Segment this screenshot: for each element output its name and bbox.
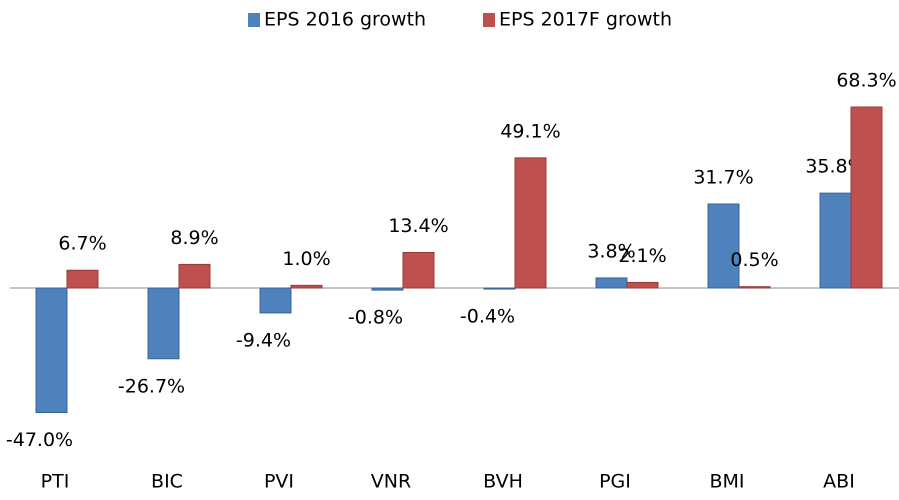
value-label: -26.7% xyxy=(118,375,185,397)
x-tick-label: BMI xyxy=(709,471,744,493)
value-label: -0.8% xyxy=(348,307,403,329)
x-tick-label: VNR xyxy=(371,471,411,493)
legend-label: EPS 2017F growth xyxy=(499,9,672,31)
value-label: 49.1% xyxy=(500,120,560,142)
bar xyxy=(707,203,740,289)
bar xyxy=(483,287,516,290)
x-tick-label: PGI xyxy=(599,471,631,493)
x-tick-label: PVI xyxy=(264,471,294,493)
bar xyxy=(626,281,659,289)
bar xyxy=(178,263,211,289)
x-tick-label: BIC xyxy=(151,471,183,493)
bar xyxy=(402,251,435,289)
value-label: 6.7% xyxy=(58,233,106,255)
bar xyxy=(595,277,628,289)
value-label: 0.5% xyxy=(730,249,778,271)
legend-swatch xyxy=(483,13,495,27)
bar xyxy=(738,286,771,289)
bar xyxy=(819,192,852,289)
bar xyxy=(290,284,323,289)
x-tick-label: ABI xyxy=(823,471,855,493)
bar xyxy=(850,106,883,289)
value-label: 8.9% xyxy=(170,227,218,249)
legend-label: EPS 2016 growth xyxy=(264,9,426,31)
value-label: -47.0% xyxy=(6,429,73,451)
value-label: 31.7% xyxy=(693,166,753,188)
bar xyxy=(35,287,68,414)
value-label: 2.1% xyxy=(618,245,666,267)
x-tick-label: BVH xyxy=(483,471,523,493)
value-label: -0.4% xyxy=(460,306,515,328)
bar xyxy=(514,157,547,289)
bar xyxy=(147,287,180,360)
legend-swatch xyxy=(248,13,260,27)
bar xyxy=(371,287,404,291)
x-tick-label: PTI xyxy=(41,471,70,493)
value-label: 13.4% xyxy=(388,215,448,237)
value-label: -9.4% xyxy=(236,329,291,351)
value-label: 68.3% xyxy=(836,70,896,92)
bar xyxy=(66,269,99,289)
value-label: 3.8% xyxy=(587,240,635,262)
bar xyxy=(259,287,292,314)
value-label: 1.0% xyxy=(282,248,330,270)
